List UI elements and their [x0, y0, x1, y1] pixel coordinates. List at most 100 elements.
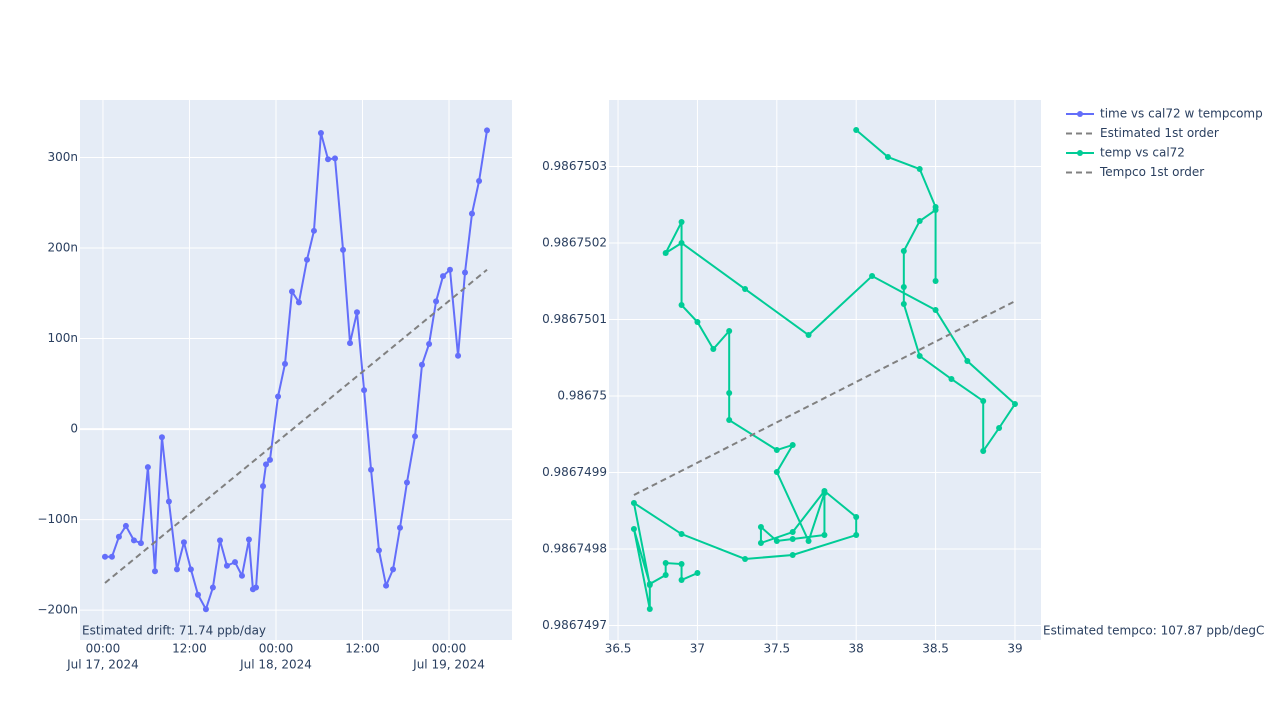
marker: [446, 266, 453, 273]
y-tick-label: −100n: [37, 512, 78, 526]
marker: [462, 269, 469, 276]
legend-marker: [1077, 150, 1083, 156]
marker: [440, 273, 447, 280]
marker: [789, 441, 796, 448]
marker: [805, 537, 812, 544]
marker: [773, 447, 780, 454]
marker: [742, 286, 749, 293]
x-tick-label: 12:00: [172, 642, 207, 656]
marker: [869, 273, 876, 280]
y-tick-label: 0: [70, 422, 78, 436]
annotation: Estimated drift: 71.74 ppb/day: [82, 624, 266, 638]
marker: [853, 513, 860, 520]
marker: [108, 553, 115, 560]
y-tick-label: 0.9867501: [542, 312, 607, 326]
marker: [757, 523, 764, 530]
marker: [317, 130, 324, 137]
marker: [678, 577, 685, 584]
marker: [195, 591, 202, 598]
x-date-label: Jul 17, 2024: [66, 658, 139, 672]
marker: [853, 126, 860, 133]
y-tick-label: 0.9867497: [542, 618, 607, 632]
marker: [115, 533, 122, 540]
marker: [646, 581, 653, 588]
marker: [282, 360, 289, 367]
marker: [137, 540, 144, 547]
legend-label: temp vs cal72: [1100, 146, 1185, 160]
marker: [853, 532, 860, 539]
marker: [238, 572, 245, 579]
marker: [916, 352, 923, 359]
marker: [726, 417, 733, 424]
marker: [275, 393, 282, 400]
y-tick-label: 200n: [47, 241, 78, 255]
marker: [173, 566, 180, 573]
marker: [678, 531, 685, 538]
marker: [310, 227, 317, 234]
marker: [476, 178, 483, 185]
marker: [900, 283, 907, 290]
marker: [773, 537, 780, 544]
x-tick-label: 38.5: [922, 642, 949, 656]
y-tick-label: 0.98675: [557, 389, 607, 403]
plot-area: [80, 100, 512, 640]
marker: [340, 246, 347, 253]
marker: [325, 156, 332, 163]
marker: [630, 499, 637, 506]
marker: [361, 387, 368, 394]
marker: [964, 358, 971, 365]
marker: [948, 376, 955, 383]
marker: [996, 424, 1003, 431]
marker: [789, 529, 796, 536]
marker: [710, 346, 717, 353]
marker: [426, 340, 433, 347]
marker: [916, 218, 923, 225]
marker: [789, 536, 796, 543]
y-tick-label: 0.9867502: [542, 235, 607, 249]
marker: [916, 166, 923, 173]
marker: [390, 566, 397, 573]
legend-label: Tempco 1st order: [1099, 165, 1204, 179]
x-tick-label: 36.5: [605, 642, 632, 656]
marker: [630, 525, 637, 532]
marker: [932, 307, 939, 314]
marker: [646, 606, 653, 613]
x-tick-label: 00:00: [432, 642, 467, 656]
y-tick-label: 100n: [47, 331, 78, 345]
x-date-label: Jul 19, 2024: [412, 658, 485, 672]
marker: [303, 256, 310, 263]
marker: [662, 250, 669, 257]
x-tick-label: 37.5: [763, 642, 790, 656]
legend-label: Estimated 1st order: [1100, 126, 1219, 140]
x-tick-label: 37: [690, 642, 705, 656]
marker: [678, 302, 685, 309]
marker: [821, 532, 828, 539]
marker: [418, 361, 425, 368]
marker: [151, 568, 158, 575]
x-tick-label: 38: [849, 642, 864, 656]
marker: [484, 127, 491, 134]
marker: [932, 278, 939, 285]
annotation: Estimated tempco: 107.87 ppb/degC: [1043, 624, 1264, 638]
y-tick-label: 0.9867503: [542, 159, 607, 173]
marker: [202, 606, 209, 613]
marker: [932, 204, 939, 211]
marker: [263, 461, 270, 468]
marker: [158, 434, 165, 441]
marker: [187, 566, 194, 573]
marker: [678, 219, 685, 226]
marker: [662, 560, 669, 567]
marker: [165, 498, 172, 505]
y-tick-label: 0.9867498: [542, 542, 607, 556]
marker: [412, 433, 419, 440]
x-tick-label: 12:00: [345, 642, 380, 656]
fit-line: [633, 301, 1014, 496]
marker: [295, 299, 302, 306]
series-line: [104, 130, 488, 612]
y-tick-label: 300n: [47, 150, 78, 164]
marker: [375, 547, 382, 554]
marker: [662, 572, 669, 579]
marker: [821, 490, 828, 497]
y-tick-label: 0.9867499: [542, 465, 607, 479]
